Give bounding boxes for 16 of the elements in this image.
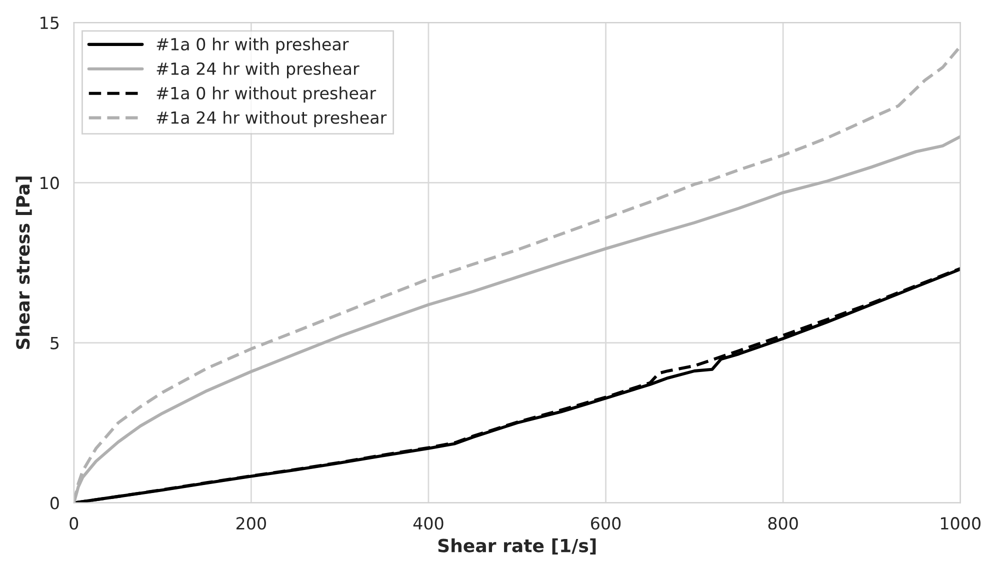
legend-label: #1a 24 hr with preshear: [156, 62, 360, 78]
legend-label: #1a 24 hr without preshear: [156, 110, 387, 128]
x-tick-label: 0: [70, 517, 78, 530]
x-tick-label: 600: [591, 517, 621, 530]
legend-label: #1a 0 hr with preshear: [156, 38, 349, 54]
y-tick-label: 15: [40, 16, 59, 30]
x-tick-label: 1000: [940, 517, 980, 530]
x-tick-label: 200: [236, 517, 266, 530]
y-tick-label: 0: [50, 496, 59, 510]
y-tick-label: 10: [40, 176, 59, 190]
x-tick-label: 400: [413, 517, 444, 530]
legend-label: #1a 0 hr without preshear: [156, 86, 376, 103]
x-axis-title: Shear rate [1/s]: [438, 538, 596, 555]
y-tick-label: 5: [50, 336, 59, 350]
y-axis-title: Shear stress [Pa]: [16, 176, 32, 350]
x-tick-label: 800: [768, 517, 798, 530]
